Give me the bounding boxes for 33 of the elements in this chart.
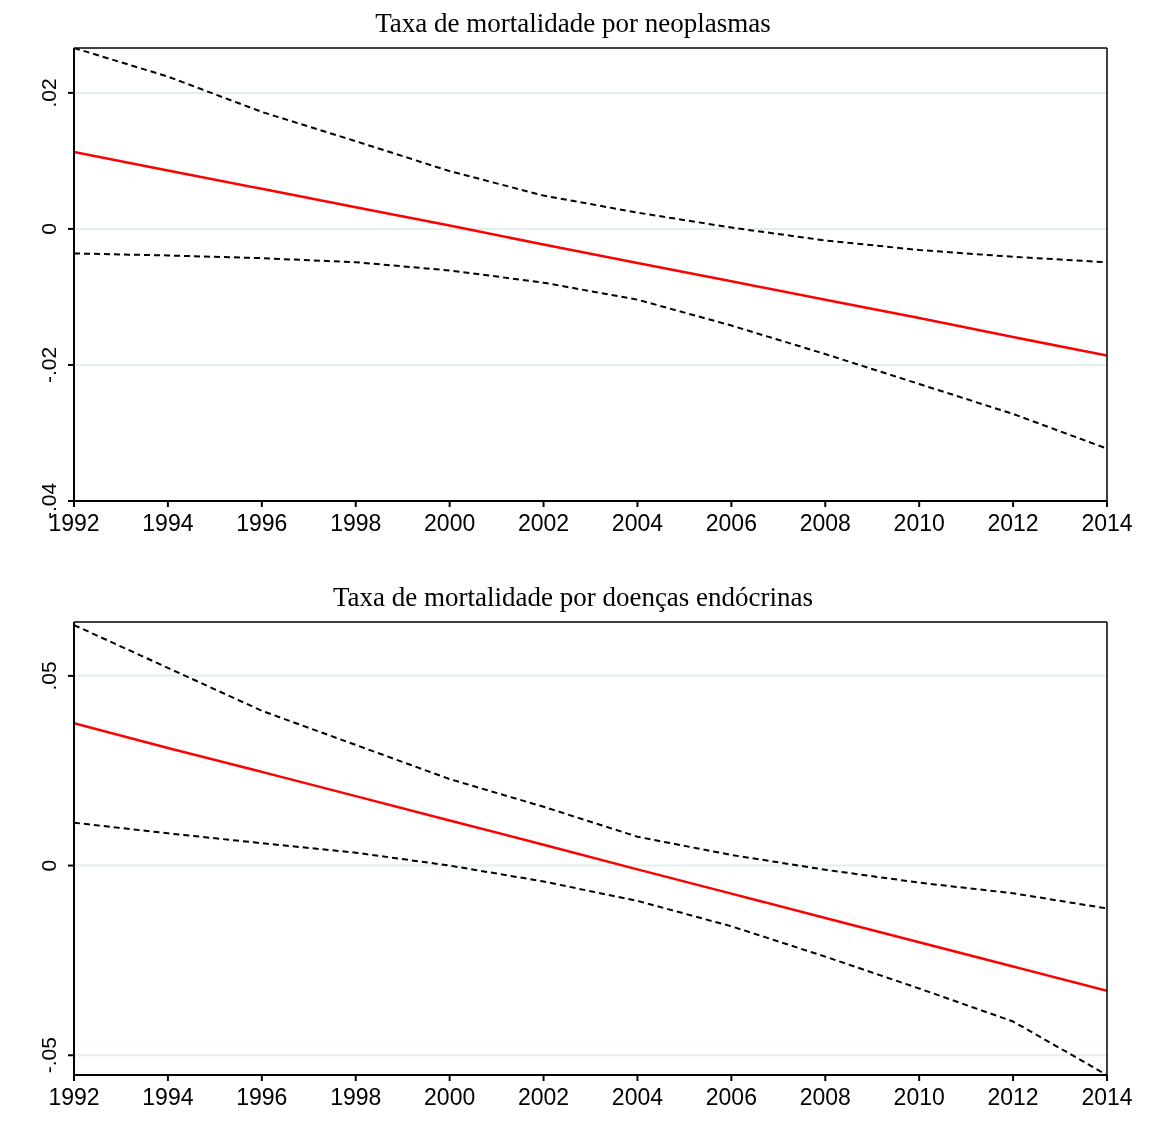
x-tick-label: 1996 [236, 510, 288, 537]
x-tick-label: 1994 [142, 1084, 194, 1111]
y-tick-label: -.05 [37, 1037, 60, 1074]
x-tick-label: 2002 [517, 510, 570, 537]
x-tick-label: 1992 [48, 1084, 100, 1111]
chart-title: Taxa de mortalidade por neoplasmas [374, 8, 772, 40]
x-tick-label: 2004 [611, 510, 664, 537]
x-tick-label: 2000 [424, 510, 476, 537]
y-tick-label: .05 [37, 661, 60, 691]
x-tick-label: 2002 [517, 1084, 570, 1111]
x-tick-label: 1998 [330, 510, 382, 537]
y-tick-label: 0 [37, 223, 60, 235]
x-tick-label: 2004 [611, 1084, 664, 1111]
y-tick-label: 0 [37, 859, 60, 872]
x-tick-label: 2010 [893, 1084, 945, 1111]
x-tick-label: 2006 [705, 510, 757, 537]
x-tick-label: 2012 [987, 510, 1039, 537]
chart-title: Taxa de mortalidade por doenças endócrinas [331, 582, 815, 614]
line-series [74, 150, 1107, 357]
x-tick-label: 2014 [1081, 510, 1133, 537]
line-series [74, 722, 1107, 993]
x-tick-label: 2006 [705, 1084, 757, 1111]
y-tick-label: -.02 [37, 346, 60, 384]
x-tick-label: 2012 [987, 1084, 1039, 1111]
x-tick-label: 1996 [236, 1084, 288, 1111]
x-tick-label: 1994 [142, 510, 194, 537]
x-tick-label: 2008 [799, 510, 851, 537]
x-tick-label: 2008 [799, 1084, 851, 1111]
x-tick-label: 2014 [1081, 1084, 1133, 1111]
x-tick-label: 1998 [330, 1084, 382, 1111]
y-tick-label: .02 [37, 78, 60, 108]
x-tick-label: 2010 [893, 510, 945, 537]
x-tick-label: 2000 [424, 1084, 476, 1111]
